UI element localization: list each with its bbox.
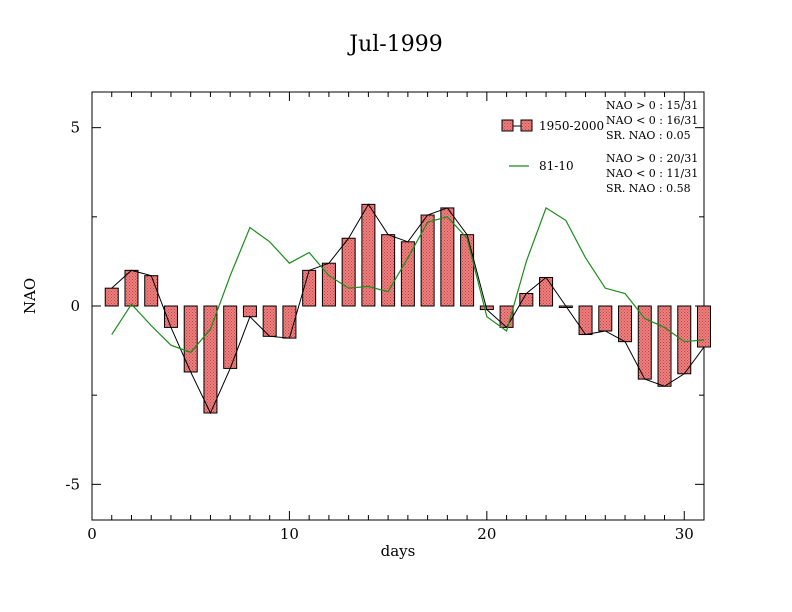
stats-1950-2000-line: SR. NAO : 0.05: [606, 129, 691, 142]
legend-label-1950-2000: 1950-2000: [539, 119, 605, 133]
bar: [519, 293, 534, 307]
y-tick-label: -5: [65, 475, 80, 493]
bar: [460, 234, 475, 307]
bar: [341, 237, 356, 307]
stats-1950-2000: NAO > 0 : 15/31 NAO < 0 : 16/31 SR. NAO …: [606, 98, 698, 143]
legend-bar-swatch: [501, 119, 514, 132]
bar: [657, 305, 672, 387]
bar: [361, 203, 376, 307]
bar: [420, 214, 435, 307]
bar: [598, 305, 613, 332]
x-tick-label: 20: [477, 525, 496, 543]
x-tick-label: 30: [675, 525, 694, 543]
bar: [381, 234, 396, 307]
series-line-81-10: [111, 207, 704, 354]
chart-title: Jul-1999: [349, 32, 443, 57]
series-line-1950-2000: [111, 203, 704, 415]
stats-1950-2000-line: NAO > 0 : 15/31: [606, 99, 699, 112]
bar: [223, 305, 238, 369]
stats-81-10-line: SR. NAO : 0.58: [606, 182, 691, 195]
bar: [124, 269, 139, 307]
stats-1950-2000-line: NAO < 0 : 16/31: [606, 114, 699, 127]
legend-label-81-10: 81-10: [539, 159, 574, 173]
stats-81-10-line: NAO < 0 : 11/31: [606, 167, 699, 180]
bar: [618, 305, 633, 343]
stats-81-10-line: NAO > 0 : 20/31: [606, 152, 699, 165]
bar: [578, 305, 593, 336]
bar: [144, 275, 159, 307]
stats-81-10: NAO > 0 : 20/31 NAO < 0 : 11/31 SR. NAO …: [606, 151, 698, 196]
legend-bar-swatch: [520, 119, 533, 132]
y-tick-label: 0: [70, 297, 80, 315]
bar: [400, 241, 415, 307]
bar: [242, 305, 257, 318]
bar: [203, 305, 218, 414]
x-tick-label: 0: [87, 525, 97, 543]
bar: [637, 305, 652, 380]
x-tick-label: 10: [280, 525, 299, 543]
bar: [302, 269, 317, 307]
x-axis-label: days: [380, 542, 416, 560]
bar: [677, 305, 692, 375]
bar: [104, 287, 119, 307]
y-tick-label: 5: [70, 119, 80, 137]
